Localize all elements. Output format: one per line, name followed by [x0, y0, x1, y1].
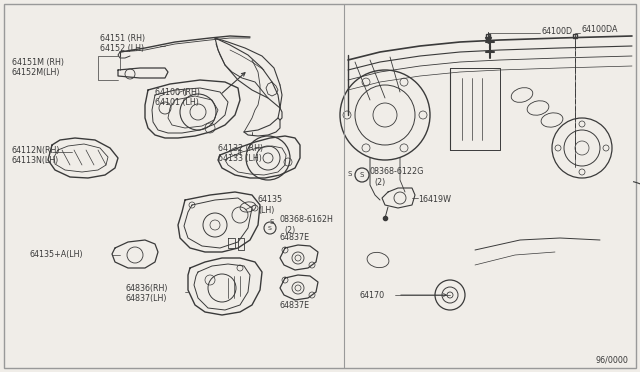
- Text: 64170: 64170: [360, 291, 385, 299]
- Text: 64837(LH): 64837(LH): [125, 294, 166, 302]
- Text: 64135: 64135: [258, 196, 283, 205]
- Text: S: S: [268, 225, 272, 231]
- Text: 64837E: 64837E: [280, 301, 310, 310]
- Text: 96/0000: 96/0000: [595, 356, 628, 365]
- Text: 64100 (RH): 64100 (RH): [155, 87, 200, 96]
- Text: 08368-6122G: 08368-6122G: [370, 167, 424, 176]
- Text: 64152 (LH): 64152 (LH): [100, 44, 144, 52]
- Text: (2): (2): [374, 179, 385, 187]
- Text: 64112N(RH): 64112N(RH): [12, 145, 61, 154]
- Text: 64100DA: 64100DA: [582, 26, 618, 35]
- Text: 16419W: 16419W: [418, 196, 451, 205]
- Text: 64151M (RH): 64151M (RH): [12, 58, 64, 67]
- Text: S: S: [270, 219, 274, 225]
- Text: 64113N(LH): 64113N(LH): [12, 155, 60, 164]
- Text: (2): (2): [284, 225, 295, 234]
- Text: 64152M(LH): 64152M(LH): [12, 67, 61, 77]
- Text: S: S: [348, 171, 352, 177]
- Text: 64100D: 64100D: [542, 28, 573, 36]
- Text: 64837E: 64837E: [280, 234, 310, 243]
- Text: S: S: [360, 172, 364, 178]
- Text: (LH): (LH): [258, 205, 275, 215]
- Text: 64151 (RH): 64151 (RH): [100, 33, 145, 42]
- Text: 64133 (LH): 64133 (LH): [218, 154, 262, 163]
- Text: 64836(RH): 64836(RH): [125, 283, 168, 292]
- Text: 64101 (LH): 64101 (LH): [155, 97, 199, 106]
- Text: 08368-6162H: 08368-6162H: [280, 215, 334, 224]
- Text: 64135+A(LH): 64135+A(LH): [30, 250, 84, 260]
- Text: 64132 (RH): 64132 (RH): [218, 144, 263, 153]
